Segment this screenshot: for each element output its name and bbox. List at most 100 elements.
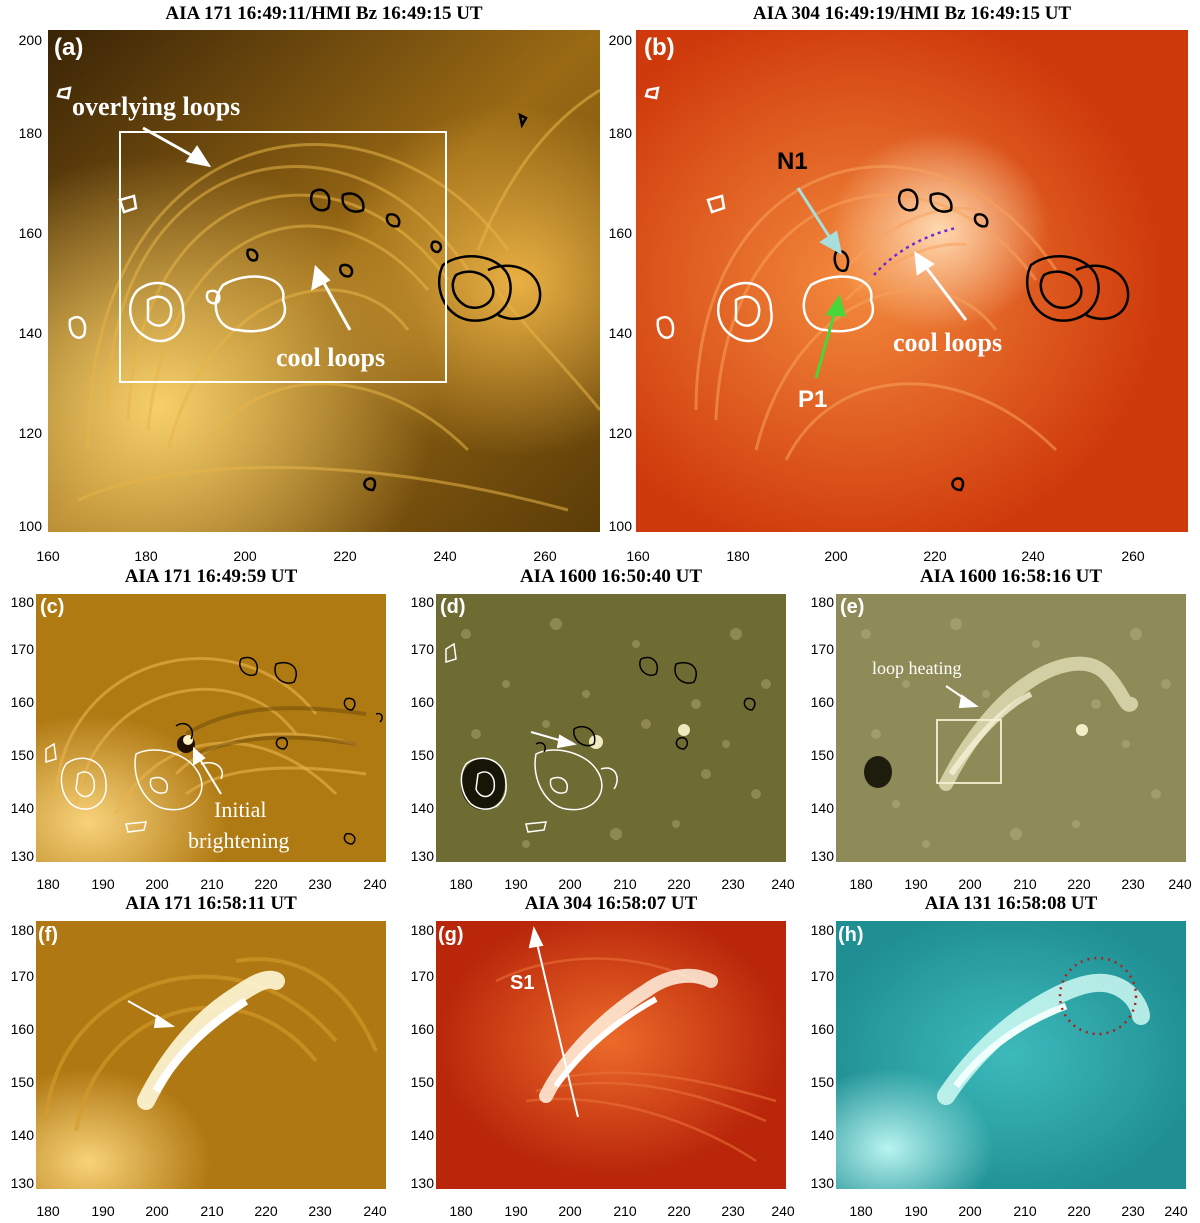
panel-c-label: (c)	[40, 596, 65, 618]
panel-b-ytick: 140	[608, 325, 632, 341]
panel-a-ytick: 140	[18, 325, 42, 341]
panel-c-xtick: 180	[36, 876, 60, 892]
panel-e-ytick: 170	[810, 641, 834, 657]
panel-c-xtick: 200	[145, 876, 169, 892]
panel-g-xtick: 240	[771, 1203, 795, 1219]
panel-b-ytick: 180	[608, 125, 632, 141]
panel-a-xtick: 240	[433, 548, 457, 564]
panel-e-ytick: 180	[810, 594, 834, 610]
panel-a-title: AIA 171 16:49:11/HMI Bz 16:49:15 UT	[165, 3, 483, 24]
panel-c-xtick: 230	[308, 876, 332, 892]
panel-h-xtick: 180	[849, 1203, 873, 1219]
panel-b-ytick: 160	[608, 225, 632, 241]
panel-e-xtick: 180	[849, 876, 873, 892]
panel-c-xtick: 210	[200, 876, 224, 892]
panel-e-xtick: 210	[1013, 876, 1037, 892]
panel-e-ytick: 130	[810, 848, 834, 864]
panel-d-ytick: 170	[410, 641, 434, 657]
panel-a-ytick: 180	[18, 125, 42, 141]
panel-c-xtick: 190	[91, 876, 115, 892]
panel-c-image	[36, 594, 386, 862]
panel-f-xtick: 210	[200, 1203, 224, 1219]
panel-h-xtick: 220	[1067, 1203, 1091, 1219]
panel-b-ytick: 200	[608, 32, 632, 48]
panel-a-ytick: 120	[18, 425, 42, 441]
panel-c-xtick: 240	[363, 876, 387, 892]
panel-b-cool-loops-label: cool loops	[893, 328, 1003, 357]
panel-h-title: AIA 131 16:58:08 UT	[924, 893, 1098, 914]
panel-h-ytick: 160	[810, 1021, 834, 1037]
panel-g-xtick: 230	[721, 1203, 745, 1219]
panel-g-ytick: 160	[410, 1021, 434, 1037]
panel-a-label: (a)	[54, 34, 84, 61]
panel-e-xtick: 190	[904, 876, 928, 892]
panel-h-xtick: 190	[904, 1203, 928, 1219]
panel-f-ytick: 160	[10, 1021, 34, 1037]
panel-c-xtick: 220	[254, 876, 278, 892]
panel-a-overlying-loops-label: overlying loops	[72, 92, 241, 121]
panel-e-ytick: 140	[810, 800, 834, 816]
panel-a-xtick: 220	[333, 548, 357, 564]
panel-e-loop-heating-label: loop heating	[872, 658, 962, 678]
panel-f-xtick: 200	[145, 1203, 169, 1219]
panel-e-xtick: 240	[1168, 876, 1192, 892]
panel-g-ytick: 130	[410, 1175, 434, 1191]
panel-g-s1-label: S1	[510, 972, 535, 994]
panel-g-xtick: 180	[449, 1203, 473, 1219]
panel-h-ytick: 170	[810, 968, 834, 984]
panel-g-xtick: 220	[667, 1203, 691, 1219]
panel-c-ytick: 150	[10, 747, 34, 763]
panel-d-ytick: 160	[410, 694, 434, 710]
panel-a-cool-loops-label: cool loops	[276, 343, 386, 372]
panel-h-ytick: 140	[810, 1127, 834, 1143]
panel-e-xtick: 220	[1067, 876, 1091, 892]
panel-d-label: (d)	[440, 596, 466, 618]
panel-g-image	[436, 921, 786, 1189]
panel-f-xtick: 220	[254, 1203, 278, 1219]
panel-e-label: (e)	[840, 596, 865, 618]
panel-c-ytick: 160	[10, 694, 34, 710]
panel-c-ytick: 170	[10, 641, 34, 657]
panel-d-xtick: 220	[667, 876, 691, 892]
panel-h-xtick: 240	[1164, 1203, 1188, 1219]
panel-e-xtick: 230	[1121, 876, 1145, 892]
panel-e-ytick: 150	[810, 747, 834, 763]
panel-h-xtick: 200	[958, 1203, 982, 1219]
panel-f-image	[36, 921, 386, 1189]
panel-f-xtick: 240	[363, 1203, 387, 1219]
panel-c-ytick: 130	[10, 848, 34, 864]
panel-a-xtick: 200	[233, 548, 257, 564]
panel-g-title: AIA 304 16:58:07 UT	[524, 893, 698, 914]
panel-d-ytick: 140	[410, 800, 434, 816]
panel-h-image	[836, 921, 1186, 1189]
panel-g-xtick: 210	[613, 1203, 637, 1219]
panel-a-xtick: 260	[533, 548, 557, 564]
panel-g-xtick: 200	[558, 1203, 582, 1219]
panel-b-xtick: 180	[726, 548, 750, 564]
panel-g-xtick: 190	[504, 1203, 528, 1219]
panel-c-ytick: 140	[10, 800, 34, 816]
panel-a-ytick: 160	[18, 225, 42, 241]
panel-f-xtick: 180	[36, 1203, 60, 1219]
panel-f-title: AIA 171 16:58:11 UT	[125, 893, 297, 914]
panel-d-title: AIA 1600 16:50:40 UT	[519, 566, 703, 587]
panel-f-ytick: 150	[10, 1074, 34, 1090]
panel-d-image	[436, 594, 786, 862]
panel-d-xtick: 190	[504, 876, 528, 892]
panel-g-ytick: 150	[410, 1074, 434, 1090]
panel-b-xtick: 240	[1021, 548, 1045, 564]
panel-b-xtick: 160	[626, 548, 650, 564]
panel-c-initial-label: Initial	[214, 797, 267, 822]
panel-a-xtick: 180	[134, 548, 158, 564]
panel-f-ytick: 130	[10, 1175, 34, 1191]
panel-b-xtick: 260	[1121, 548, 1145, 564]
panel-e-title: AIA 1600 16:58:16 UT	[919, 566, 1103, 587]
panel-h-xtick: 230	[1121, 1203, 1145, 1219]
panel-d-xtick: 240	[771, 876, 795, 892]
panel-h-ytick: 150	[810, 1074, 834, 1090]
panel-d-ytick: 130	[410, 848, 434, 864]
panel-d-ytick: 150	[410, 747, 434, 763]
panel-h-label: (h)	[838, 924, 864, 946]
panel-b-ytick: 120	[608, 425, 632, 441]
panel-h-ytick: 180	[810, 922, 834, 938]
